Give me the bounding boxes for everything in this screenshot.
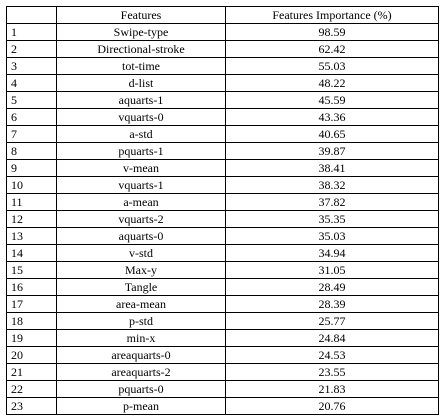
feature-name-cell: vquarts-0	[56, 108, 226, 126]
row-index-cell: 11	[6, 193, 57, 211]
table-row: 22 pquarts-0 21.83	[6, 380, 439, 398]
feature-name-cell: area-mean	[56, 295, 226, 313]
importance-value-cell: 35.03	[225, 227, 439, 245]
feature-name-cell: areaquarts-2	[56, 363, 226, 381]
feature-name-cell: vquarts-1	[56, 176, 226, 194]
header-row: Features Features Importance (%)	[6, 6, 439, 24]
row-index-cell: 22	[6, 380, 57, 398]
importance-value-cell: 55.03	[225, 57, 439, 75]
table-row: 11 a-mean 37.82	[6, 193, 439, 211]
importance-value-cell: 62.42	[225, 40, 439, 58]
importance-value-cell: 25.77	[225, 312, 439, 330]
table-row: 20 areaquarts-0 24.53	[6, 346, 439, 364]
table-row: 16 Tangle 28.49	[6, 278, 439, 296]
row-index-cell: 3	[6, 57, 57, 75]
row-index-cell: 16	[6, 278, 57, 296]
importance-value-cell: 21.83	[225, 380, 439, 398]
table-row: 13 aquarts-0 35.03	[6, 227, 439, 245]
row-index-cell: 21	[6, 363, 57, 381]
importance-value-cell: 23.55	[225, 363, 439, 381]
feature-name-cell: min-x	[56, 329, 226, 347]
importance-value-cell: 40.65	[225, 125, 439, 143]
table-row: 9 v-mean 38.41	[6, 159, 439, 177]
feature-name-cell: p-mean	[56, 397, 226, 415]
table-row: 2 Directional-stroke 62.42	[6, 40, 439, 58]
importance-value-cell: 28.39	[225, 295, 439, 313]
header-index	[6, 6, 57, 24]
table-row: 6 vquarts-0 43.36	[6, 108, 439, 126]
table-row: 21 areaquarts-2 23.55	[6, 363, 439, 381]
table-row: 19 min-x 24.84	[6, 329, 439, 347]
row-index-cell: 9	[6, 159, 57, 177]
table-row: 4 d-list 48.22	[6, 74, 439, 92]
importance-value-cell: 34.94	[225, 244, 439, 262]
table-row: 7 a-std 40.65	[6, 125, 439, 143]
importance-value-cell: 37.82	[225, 193, 439, 211]
table-row: 5 aquarts-1 45.59	[6, 91, 439, 109]
row-index-cell: 17	[6, 295, 57, 313]
row-index-cell: 10	[6, 176, 57, 194]
feature-name-cell: d-list	[56, 74, 226, 92]
row-index-cell: 1	[6, 23, 57, 41]
feature-importance-table: Features Features Importance (%) 1 Swipe-…	[6, 6, 439, 415]
table-row: 15 Max-y 31.05	[6, 261, 439, 279]
table-row: 18 p-std 25.77	[6, 312, 439, 330]
row-index-cell: 15	[6, 261, 57, 279]
table-row: 12 vquarts-2 35.35	[6, 210, 439, 228]
feature-name-cell: v-std	[56, 244, 226, 262]
feature-name-cell: pquarts-1	[56, 142, 226, 160]
row-index-cell: 19	[6, 329, 57, 347]
importance-value-cell: 24.53	[225, 346, 439, 364]
row-index-cell: 12	[6, 210, 57, 228]
importance-value-cell: 38.41	[225, 159, 439, 177]
row-index-cell: 14	[6, 244, 57, 262]
feature-name-cell: areaquarts-0	[56, 346, 226, 364]
row-index-cell: 6	[6, 108, 57, 126]
importance-value-cell: 38.32	[225, 176, 439, 194]
feature-name-cell: aquarts-1	[56, 91, 226, 109]
table-row: 17 area-mean 28.39	[6, 295, 439, 313]
table-row: 14 v-std 34.94	[6, 244, 439, 262]
feature-name-cell: aquarts-0	[56, 227, 226, 245]
table-row: 10 vquarts-1 38.32	[6, 176, 439, 194]
feature-name-cell: pquarts-0	[56, 380, 226, 398]
table-row: 3 tot-time 55.03	[6, 57, 439, 75]
row-index-cell: 4	[6, 74, 57, 92]
header-features: Features	[56, 6, 226, 24]
feature-name-cell: p-std	[56, 312, 226, 330]
row-index-cell: 18	[6, 312, 57, 330]
row-index-cell: 8	[6, 142, 57, 160]
table-row: 1 Swipe-type 98.59	[6, 23, 439, 41]
importance-value-cell: 20.76	[225, 397, 439, 415]
table-row: 23 p-mean 20.76	[6, 397, 439, 415]
header-importance: Features Importance (%)	[225, 6, 439, 24]
feature-name-cell: Swipe-type	[56, 23, 226, 41]
feature-name-cell: v-mean	[56, 159, 226, 177]
table-row: 8 pquarts-1 39.87	[6, 142, 439, 160]
row-index-cell: 5	[6, 91, 57, 109]
importance-value-cell: 48.22	[225, 74, 439, 92]
row-index-cell: 13	[6, 227, 57, 245]
importance-value-cell: 24.84	[225, 329, 439, 347]
importance-value-cell: 35.35	[225, 210, 439, 228]
row-index-cell: 7	[6, 125, 57, 143]
importance-value-cell: 45.59	[225, 91, 439, 109]
feature-name-cell: vquarts-2	[56, 210, 226, 228]
importance-value-cell: 31.05	[225, 261, 439, 279]
feature-name-cell: Tangle	[56, 278, 226, 296]
feature-name-cell: tot-time	[56, 57, 226, 75]
feature-name-cell: a-mean	[56, 193, 226, 211]
table-body: 1 Swipe-type 98.59 2 Directional-stroke 62.42…	[6, 23, 439, 415]
feature-name-cell: Directional-stroke	[56, 40, 226, 58]
feature-name-cell: a-std	[56, 125, 226, 143]
feature-name-cell: Max-y	[56, 261, 226, 279]
row-index-cell: 23	[6, 397, 57, 415]
importance-value-cell: 28.49	[225, 278, 439, 296]
row-index-cell: 20	[6, 346, 57, 364]
row-index-cell: 2	[6, 40, 57, 58]
importance-value-cell: 43.36	[225, 108, 439, 126]
importance-value-cell: 39.87	[225, 142, 439, 160]
importance-value-cell: 98.59	[225, 23, 439, 41]
